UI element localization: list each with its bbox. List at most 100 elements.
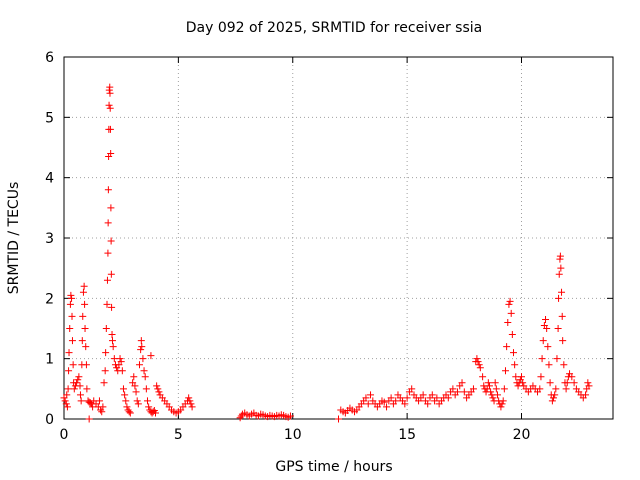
data-point xyxy=(69,361,77,369)
data-point xyxy=(83,385,91,393)
labels: Day 092 of 2025, SRMTID for receiver ssi… xyxy=(6,20,482,475)
data-point xyxy=(511,361,519,369)
data-point xyxy=(70,385,78,393)
data-point xyxy=(544,343,552,351)
data-point xyxy=(550,394,558,402)
data-point xyxy=(117,358,125,366)
data-point xyxy=(104,186,112,194)
data-point xyxy=(102,325,110,332)
data-point xyxy=(558,312,566,320)
data-point xyxy=(121,391,129,399)
data-point xyxy=(79,288,87,296)
data-point xyxy=(392,397,400,405)
data-point xyxy=(65,349,73,357)
data-point xyxy=(130,373,138,381)
y-tick-label: 3 xyxy=(45,231,54,247)
data-point xyxy=(476,364,484,372)
y-tick-label: 1 xyxy=(45,352,54,368)
data-point xyxy=(106,104,114,112)
data-point xyxy=(145,403,153,411)
data-point xyxy=(509,349,517,357)
data-point xyxy=(380,398,388,406)
data-point xyxy=(82,361,90,369)
data-point xyxy=(485,382,493,390)
data-point xyxy=(433,394,441,402)
data-point xyxy=(65,367,73,375)
data-point xyxy=(103,276,111,284)
data-point xyxy=(63,403,71,411)
data-point xyxy=(76,391,84,399)
data-point xyxy=(487,388,495,396)
data-point xyxy=(507,309,515,317)
y-tick-label: 0 xyxy=(45,412,54,428)
data-point xyxy=(419,391,427,399)
x-tick-label: 15 xyxy=(398,427,416,443)
data-point xyxy=(80,282,88,290)
data-point xyxy=(474,358,482,366)
data-point xyxy=(105,101,113,109)
data-point xyxy=(137,337,145,345)
data-point xyxy=(501,367,509,375)
data-point xyxy=(109,343,117,351)
data-point xyxy=(548,397,556,405)
data-point xyxy=(585,382,593,390)
data-point xyxy=(559,337,567,345)
data-point xyxy=(568,373,576,381)
data-point xyxy=(186,397,194,405)
data-point xyxy=(552,385,560,393)
data-point xyxy=(536,385,544,393)
data-point xyxy=(383,403,391,411)
data-point xyxy=(492,385,500,393)
data-point xyxy=(103,300,111,308)
data-point xyxy=(505,300,513,308)
data-point xyxy=(491,379,499,387)
data-point xyxy=(81,300,89,308)
data-point xyxy=(108,303,116,311)
data-point xyxy=(66,300,74,308)
data-point xyxy=(537,373,545,381)
data-point xyxy=(155,388,163,396)
data-point xyxy=(563,379,571,387)
data-point xyxy=(141,373,149,381)
data-point xyxy=(134,400,142,408)
data-point xyxy=(408,385,416,393)
data-point xyxy=(101,367,109,375)
y-tick-label: 2 xyxy=(45,291,54,307)
data-point xyxy=(286,412,294,420)
x-tick-label: 5 xyxy=(174,427,183,443)
data-point xyxy=(78,337,86,345)
data-point xyxy=(100,379,108,387)
data-point xyxy=(582,391,590,399)
data-point xyxy=(401,400,409,408)
data-point xyxy=(367,391,375,399)
data-point xyxy=(63,391,71,399)
data-point xyxy=(131,382,139,390)
data-point xyxy=(152,409,159,417)
data-point xyxy=(473,355,481,363)
y-tick-label: 6 xyxy=(45,50,54,66)
data-point xyxy=(122,397,130,405)
data-point xyxy=(98,408,106,416)
data-point xyxy=(82,343,90,351)
data-point xyxy=(108,337,116,345)
data-point xyxy=(64,385,72,393)
data-point xyxy=(86,399,94,407)
data-point xyxy=(458,379,466,387)
data-point xyxy=(518,373,525,381)
data-point xyxy=(428,391,436,399)
data-point xyxy=(116,355,124,363)
x-axis-label: GPS time / hours xyxy=(275,459,392,475)
data-point xyxy=(460,388,468,396)
data-point xyxy=(364,400,372,408)
data-point xyxy=(542,315,550,323)
data-point xyxy=(138,343,146,351)
data-point xyxy=(107,150,115,158)
data-point xyxy=(335,415,342,423)
data-point xyxy=(493,391,501,399)
data-point xyxy=(143,397,151,405)
data-point xyxy=(106,83,114,91)
data-point xyxy=(99,403,107,411)
data-point xyxy=(102,349,110,357)
data-point xyxy=(132,388,140,396)
